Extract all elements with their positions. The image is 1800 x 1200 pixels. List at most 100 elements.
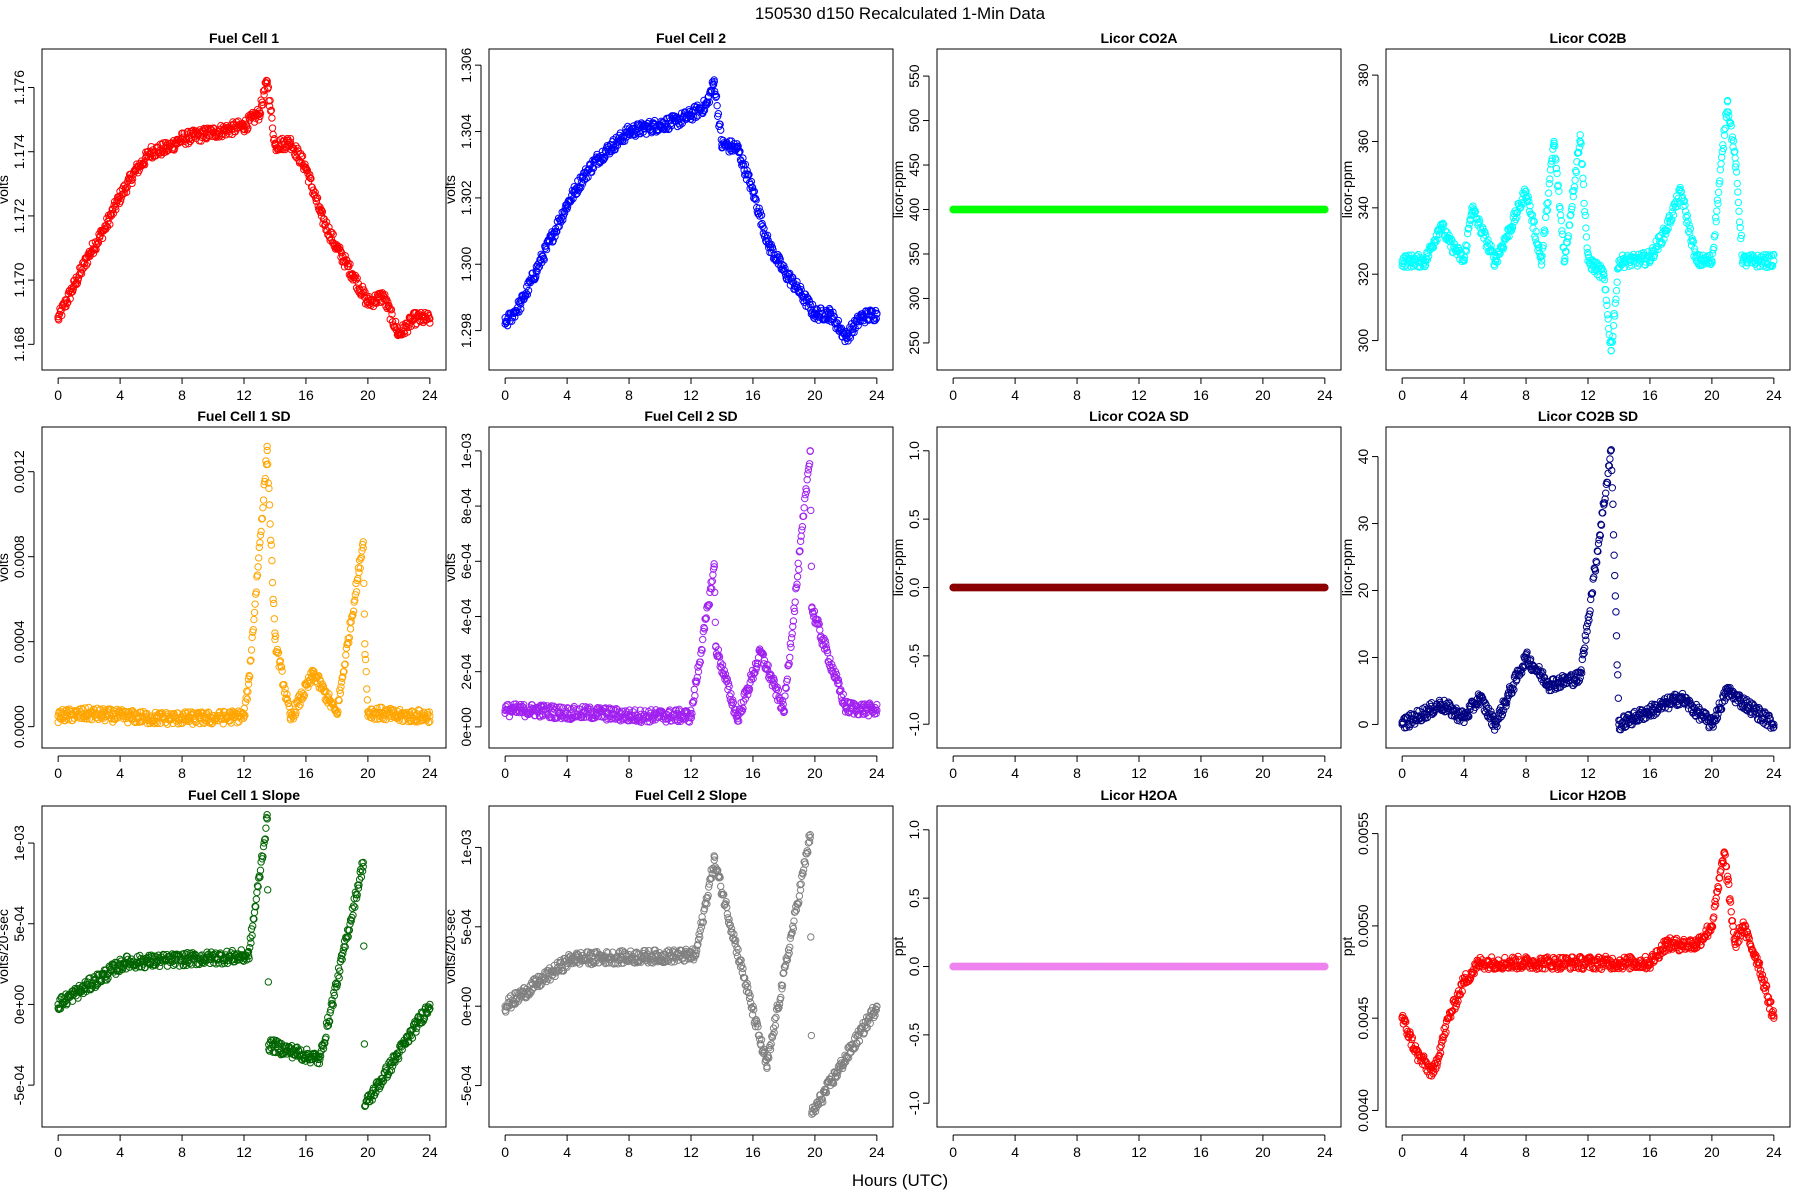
data-point xyxy=(694,667,703,676)
data-point xyxy=(186,137,194,146)
y-tick-label: 1.300 xyxy=(458,247,474,282)
data-point xyxy=(1712,217,1720,226)
data-point xyxy=(102,221,110,230)
y-tick-label: 0.0012 xyxy=(11,450,27,493)
x-tick-label: 12 xyxy=(1580,387,1596,403)
y-tick-label: 360 xyxy=(1355,130,1371,154)
series-dense-points xyxy=(1398,96,1778,355)
data-point xyxy=(1614,671,1622,679)
data-point xyxy=(806,447,814,455)
data-point xyxy=(89,249,98,257)
data-point xyxy=(1608,484,1617,492)
y-tick-label: 4e-04 xyxy=(458,598,474,634)
data-point xyxy=(532,272,540,281)
x-tick-label: 0 xyxy=(949,765,957,781)
x-tick-label: 16 xyxy=(1193,387,1209,403)
data-point xyxy=(750,187,759,196)
data-point xyxy=(523,290,532,299)
x-tick-label: 12 xyxy=(236,765,252,781)
data-point xyxy=(346,625,355,633)
data-point xyxy=(1681,201,1689,209)
data-point xyxy=(1734,188,1742,196)
data-point xyxy=(1581,211,1589,220)
data-point xyxy=(763,231,772,240)
data-point xyxy=(699,635,707,644)
x-tick-label: 0 xyxy=(54,387,62,403)
data-point xyxy=(362,667,370,676)
data-point xyxy=(620,137,629,145)
x-tick-label: 8 xyxy=(625,387,633,403)
y-axis-label: licor-ppm xyxy=(890,539,906,597)
data-point xyxy=(355,568,363,577)
y-tick-label: 1.174 xyxy=(11,134,27,169)
data-point xyxy=(254,563,262,571)
data-point xyxy=(1612,286,1621,295)
data-point xyxy=(267,541,276,549)
x-tick-label: 0 xyxy=(1398,765,1406,781)
data-point xyxy=(244,124,252,132)
series-dense-points xyxy=(54,442,434,728)
data-point xyxy=(1583,627,1591,636)
panel-grid: Fuel Cell 10 4 8 12 16 20 241.1681.1701.1721.1… xyxy=(0,30,1791,1160)
data-point xyxy=(250,608,259,617)
x-tick-label: 16 xyxy=(1193,765,1209,781)
data-point xyxy=(745,171,753,179)
x-tick-label: 12 xyxy=(236,387,252,403)
x-tick-label: 16 xyxy=(1642,765,1658,781)
data-point xyxy=(1537,261,1546,269)
x-tick-label: 4 xyxy=(116,765,124,781)
data-point xyxy=(94,239,103,247)
data-point xyxy=(411,321,420,329)
data-point xyxy=(256,539,264,547)
data-point xyxy=(250,118,259,126)
data-point xyxy=(611,146,619,154)
y-tick-label: 1.304 xyxy=(458,114,474,149)
y-tick-label: 380 xyxy=(1355,63,1371,87)
data-point xyxy=(64,298,72,307)
data-point xyxy=(425,314,433,323)
data-point xyxy=(267,106,276,115)
y-tick-label: 350 xyxy=(906,242,922,266)
x-tick-label: 12 xyxy=(1580,765,1596,781)
data-point xyxy=(711,90,720,99)
data-point xyxy=(743,166,751,175)
data-point xyxy=(796,282,805,291)
data-point xyxy=(542,242,550,250)
data-point xyxy=(756,208,765,216)
data-point xyxy=(352,276,360,284)
data-point xyxy=(270,615,279,623)
x-tick-label: 20 xyxy=(1255,765,1271,781)
x-tick-label: 24 xyxy=(869,765,885,781)
data-point xyxy=(1614,694,1623,702)
data-point xyxy=(122,188,131,196)
data-point xyxy=(268,124,277,132)
data-point xyxy=(1611,571,1619,580)
data-point xyxy=(1582,233,1591,241)
y-tick-label: 320 xyxy=(1355,262,1371,286)
data-point xyxy=(257,527,265,536)
data-point xyxy=(794,559,802,568)
x-tick-label: 20 xyxy=(360,387,376,403)
data-point xyxy=(598,154,606,163)
panel-title: Fuel Cell 2 xyxy=(656,30,726,46)
x-tick-label: 0 xyxy=(949,387,957,403)
y-tick-label: 1.176 xyxy=(11,70,27,105)
data-point xyxy=(360,610,369,618)
data-point xyxy=(262,76,271,85)
data-point xyxy=(735,148,744,156)
data-point xyxy=(517,305,525,313)
x-tick-label: 4 xyxy=(1460,387,1468,403)
data-point xyxy=(259,87,268,95)
y-tick-label: 1.172 xyxy=(11,198,27,233)
data-point xyxy=(1716,166,1725,174)
x-tick-label: 20 xyxy=(1704,387,1720,403)
data-point xyxy=(554,214,563,222)
data-point xyxy=(269,130,277,139)
data-point xyxy=(1606,455,1614,463)
data-point xyxy=(307,174,315,183)
x-tick-label: 16 xyxy=(745,765,761,781)
x-tick-label: 0 xyxy=(501,387,509,403)
data-point xyxy=(711,87,719,96)
data-point xyxy=(247,646,256,654)
data-point xyxy=(1613,661,1621,669)
